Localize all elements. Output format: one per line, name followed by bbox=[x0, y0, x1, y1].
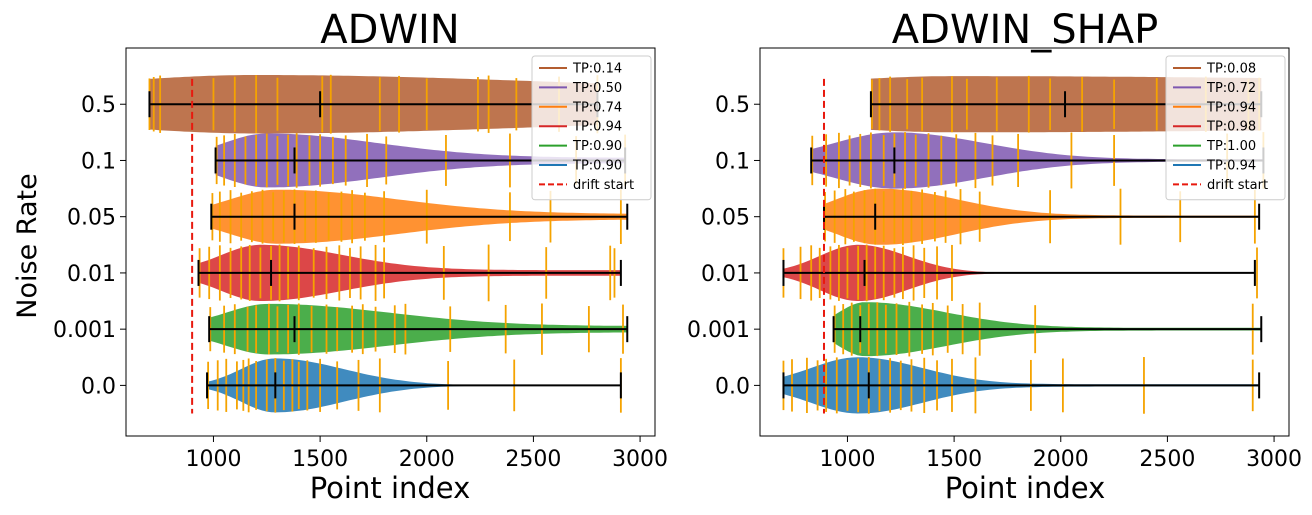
y-tick-label: 0.0 bbox=[715, 374, 750, 399]
legend-box bbox=[531, 55, 652, 201]
panel-adwin-shap: ADWIN_SHAP Point index 1000 1500 2000 2500 3… bbox=[687, 7, 1302, 505]
legend-box bbox=[1165, 55, 1286, 201]
x-tick-label: 2000 bbox=[399, 447, 455, 472]
legend-label: TP:0.14 bbox=[572, 62, 622, 77]
y-tick-label: 0.05 bbox=[67, 206, 116, 231]
x-tick-label: 3000 bbox=[612, 447, 668, 472]
x-axis-label: Point index bbox=[945, 471, 1106, 505]
x-tick-label: 1500 bbox=[292, 447, 348, 472]
y-tick-label: 0.001 bbox=[687, 318, 750, 343]
legend-label: TP:0.90 bbox=[572, 159, 622, 174]
x-tick-label: 1000 bbox=[819, 447, 875, 472]
panel-adwin: ADWIN Point index 1000 1500 2000 2500 3000 0.… bbox=[53, 7, 668, 505]
legend-label: drift start bbox=[573, 178, 634, 193]
legend-label: TP:0.72 bbox=[1206, 81, 1256, 96]
legend-label: TP:0.94 bbox=[572, 120, 622, 135]
x-tick-label: 2000 bbox=[1033, 447, 1089, 472]
plot-frame bbox=[759, 47, 1290, 437]
x-tick-label: 3000 bbox=[1246, 447, 1302, 472]
x-axis-label: Point index bbox=[310, 471, 471, 505]
legend-label: TP:0.94 bbox=[1206, 100, 1256, 115]
legend-label: drift start bbox=[1207, 178, 1268, 193]
y-tick-label: 0.1 bbox=[81, 149, 116, 174]
legend-label: TP:0.08 bbox=[1206, 62, 1256, 77]
legend-label: TP:0.90 bbox=[572, 139, 622, 154]
legend-label: TP:0.98 bbox=[1206, 120, 1256, 135]
plot-frame bbox=[125, 47, 656, 437]
y-tick-label: 0.0 bbox=[81, 374, 116, 399]
panel-title: ADWIN bbox=[320, 7, 459, 53]
legend-label: TP:0.94 bbox=[1206, 159, 1256, 174]
legend-label: TP:0.74 bbox=[572, 100, 622, 115]
legend-label: TP:0.50 bbox=[572, 81, 622, 96]
x-tick-label: 1500 bbox=[926, 447, 982, 472]
x-tick-label: 1000 bbox=[185, 447, 241, 472]
y-tick-label: 0.5 bbox=[81, 93, 116, 118]
legend-label: TP:1.00 bbox=[1206, 139, 1256, 154]
y-tick-label: 0.001 bbox=[53, 318, 116, 343]
y-tick-label: 0.01 bbox=[701, 262, 750, 287]
y-tick-label: 0.05 bbox=[701, 206, 750, 231]
panel-title: ADWIN_SHAP bbox=[892, 7, 1158, 53]
x-tick-label: 2500 bbox=[505, 447, 561, 472]
y-tick-label: 0.01 bbox=[67, 262, 116, 287]
y-tick-label: 0.5 bbox=[715, 93, 750, 118]
y-tick-label: 0.1 bbox=[715, 149, 750, 174]
x-tick-label: 2500 bbox=[1139, 447, 1195, 472]
figure-ylabel: Noise Rate bbox=[12, 173, 43, 318]
